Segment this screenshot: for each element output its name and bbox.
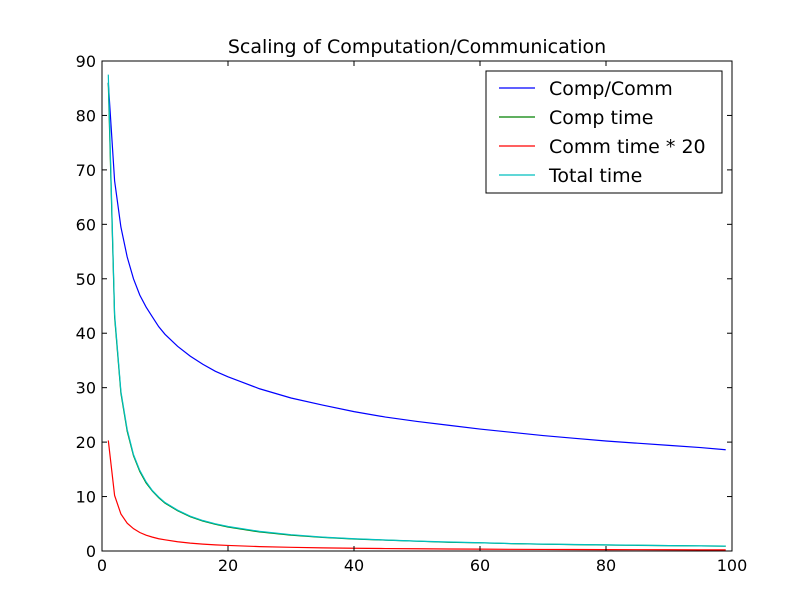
chart-title: Scaling of Computation/Communication: [228, 36, 606, 58]
x-tick-label: 60: [470, 556, 490, 575]
x-tick-label: 20: [218, 556, 238, 575]
legend-label: Total time: [548, 165, 642, 187]
x-tick-label: 0: [97, 556, 107, 575]
axes: 0 20 40 60 80 100 0 10 20 30 40 50 60 70 80 90: [76, 52, 748, 575]
axes-frame: [101, 60, 733, 552]
y-tick-label: 90: [76, 52, 96, 71]
y-tick-label: 70: [76, 161, 96, 180]
y-tick-label: 30: [76, 379, 96, 398]
series-line-comm-time-20: [107, 440, 726, 551]
legend-label: Comp time: [549, 107, 653, 129]
x-tick-label: 80: [596, 556, 616, 575]
y-tick-label: 60: [76, 215, 96, 234]
series-line-comp-comm: [107, 82, 726, 451]
y-tick-label: 50: [76, 270, 96, 289]
legend: Comp/Comm Comp time Comm time * 20 Total ti…: [485, 70, 723, 194]
legend-box: [485, 70, 723, 194]
y-tick-label: 80: [76, 106, 96, 125]
series-line-total-time: [107, 74, 726, 547]
x-tick-label: 100: [717, 556, 748, 575]
legend-label: Comp/Comm: [549, 78, 673, 100]
legend-label: Comm time * 20: [549, 136, 706, 158]
y-tick-label: 0: [86, 542, 96, 561]
x-tick-label: 40: [344, 556, 364, 575]
y-tick-label: 10: [76, 488, 96, 507]
y-tick-label: 20: [76, 433, 96, 452]
y-tick-label: 40: [76, 324, 96, 343]
